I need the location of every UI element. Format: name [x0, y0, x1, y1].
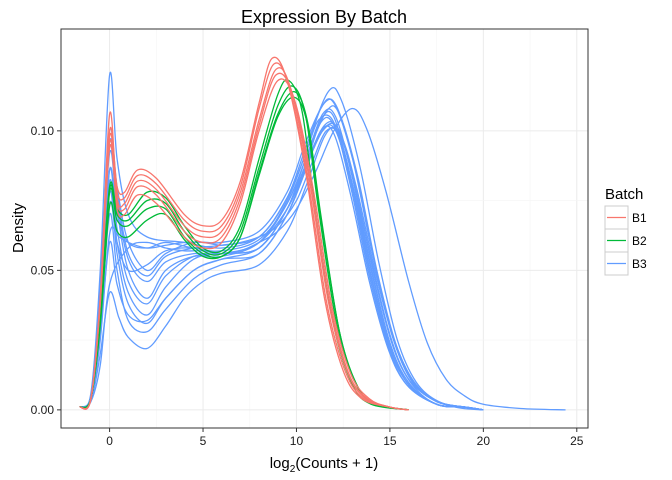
x-axis-title-suffix: (Counts + 1)	[295, 455, 378, 472]
density-line-b1-3	[79, 67, 409, 411]
series-b2	[79, 79, 409, 411]
x-tick-label: 10	[290, 434, 304, 448]
x-tick-label: 20	[477, 434, 491, 448]
legend-item-b3: B3	[604, 251, 647, 276]
legend: Batch B1 B2 B3	[604, 186, 647, 276]
x-axis-title: log2(Counts + 1)	[270, 455, 379, 475]
legend-label: B2	[632, 234, 647, 248]
y-tick-label: 0.00	[31, 403, 55, 417]
density-curves	[79, 56, 566, 411]
x-axis-ticks: 0 5 10 15 20 25	[106, 428, 584, 448]
series-b1	[79, 56, 409, 411]
density-line-b3-12	[79, 110, 484, 411]
legend-item-b2: B2	[604, 228, 647, 253]
plot-border	[60, 28, 589, 429]
chart-title: Expression By Batch	[241, 7, 407, 27]
legend-label: B3	[632, 257, 647, 271]
legend-title: Batch	[605, 186, 643, 203]
plot-background	[61, 29, 588, 428]
density-line-b1-1	[79, 56, 409, 411]
density-line-b3-14	[79, 107, 566, 411]
legend-label: B1	[632, 211, 647, 225]
density-line-b2-4	[79, 96, 409, 411]
y-tick-label: 0.05	[31, 263, 55, 277]
density-line-b3-11	[79, 126, 484, 411]
x-tick-label: 25	[570, 434, 584, 448]
x-tick-label: 15	[383, 434, 397, 448]
density-line-b1-4	[79, 72, 409, 411]
legend-entries: B1 B2 B3	[604, 205, 647, 276]
series-b3	[79, 71, 566, 411]
y-axis-title: Density	[10, 202, 27, 253]
y-axis-ticks: 0.00 0.05 0.10	[31, 124, 61, 417]
density-line-b1-5	[79, 78, 409, 411]
legend-item-b1: B1	[604, 205, 647, 230]
density-line-b1-2	[79, 62, 409, 411]
x-axis-title-prefix: log	[270, 455, 290, 472]
y-tick-label: 0.10	[31, 124, 55, 138]
x-tick-label: 0	[106, 434, 113, 448]
x-axis-title-subscript: 2	[290, 464, 296, 475]
density-line-b3-15	[79, 127, 484, 411]
density-line-b3-10	[79, 105, 484, 411]
x-tick-label: 5	[200, 434, 207, 448]
